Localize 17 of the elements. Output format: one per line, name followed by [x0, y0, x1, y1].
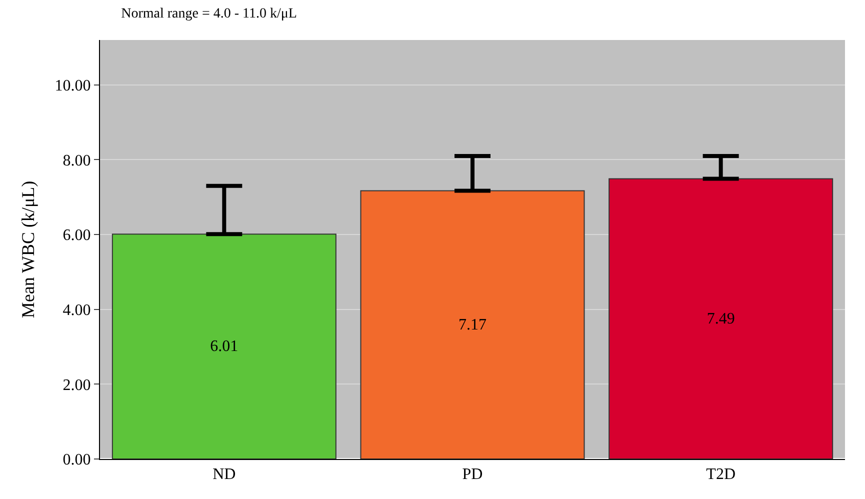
- y-tick-label: 2.00: [62, 376, 91, 394]
- data-label: 7.17: [458, 316, 486, 334]
- bar: [112, 234, 336, 459]
- y-tick-label: 6.00: [62, 227, 91, 244]
- y-tick-label: 10.00: [54, 77, 91, 94]
- data-label: 6.01: [210, 338, 238, 356]
- bar: [608, 178, 834, 459]
- x-tick-label: T2D: [706, 466, 736, 484]
- data-label: 7.49: [706, 310, 735, 328]
- y-tick-label: 8.00: [62, 152, 91, 170]
- chart-title: Normal range = 4.0 - 11.0 k/μL: [121, 6, 297, 22]
- bar: [360, 190, 585, 459]
- x-tick-label: ND: [212, 466, 236, 484]
- y-tick-label: 4.00: [62, 302, 91, 319]
- y-tick-label: 0.00: [62, 452, 91, 469]
- y-axis-title: Mean WBC (k/μL): [18, 180, 38, 318]
- x-tick-label: PD: [462, 466, 483, 484]
